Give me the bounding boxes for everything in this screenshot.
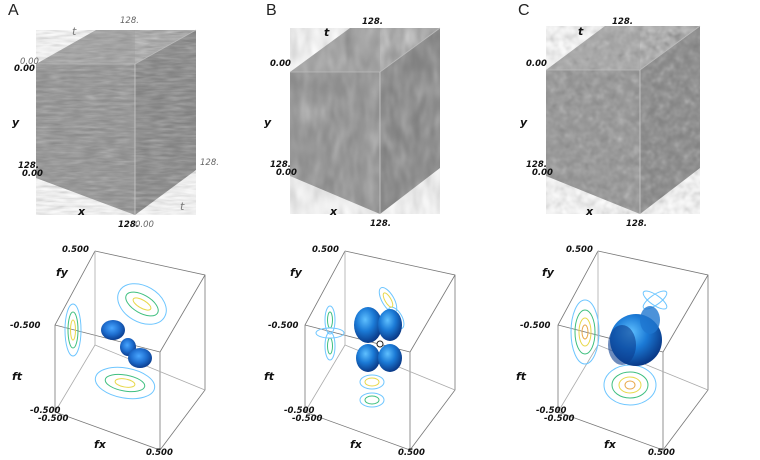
spectrum-a-ft-label: ft xyxy=(12,370,23,383)
spectrum-a-contours xyxy=(65,275,174,403)
spectrum-a: fy 0.500 -0.500 ft -0.500 -0.500 fx 0.50… xyxy=(10,245,205,458)
spectrum-c-fy-label: fy xyxy=(542,266,555,279)
spectrum-a-blob xyxy=(101,320,152,368)
cube-a: t 0.00 0.00 y 128. 0.00 x 128. 0.00 t 12… xyxy=(12,16,219,230)
cube-a-front-texture xyxy=(36,64,135,215)
cube-a-t-label: t xyxy=(72,25,77,38)
spectrum-c-fx-label: fx xyxy=(604,438,617,451)
spectrum-b-fx-end: 0.500 xyxy=(398,448,425,458)
spectrum-b-fy-top: 0.500 xyxy=(312,245,339,255)
spectrum-c-blob xyxy=(608,306,662,366)
spectrum-b-blob xyxy=(354,307,402,372)
cube-c-x-end: 128. xyxy=(626,219,647,229)
cube-c-origin: 0.00 xyxy=(526,59,547,69)
cube-a-y-label: y xyxy=(12,116,20,129)
spectrum-b: fy 0.500 -0.500 ft -0.500 -0.500 fx 0.50… xyxy=(264,245,455,458)
cube-c-t-end-top: 128. xyxy=(612,17,633,27)
cube-b-origin: 0.00 xyxy=(270,59,291,69)
spectrum-c-fx-end: 0.500 xyxy=(648,448,675,458)
cube-a-t-end: 128. xyxy=(200,158,219,168)
cube-c-y-end2: 0.00 xyxy=(532,168,553,178)
spectrum-a-fy-label: fy xyxy=(56,266,69,279)
cube-a-t-label-rear: t xyxy=(180,200,185,213)
spectrum-a-fy-mid: -0.500 xyxy=(10,321,40,331)
cube-c-t-label: t xyxy=(578,25,584,38)
spectrum-a-fy-top: 0.500 xyxy=(62,245,89,255)
cube-a-x-end2: 0.00 xyxy=(135,220,154,230)
cube-b: t 128. 0.00 y 128. 0.00 x 128. xyxy=(264,17,440,229)
cube-a-x-label: x xyxy=(77,205,86,218)
cube-b-t-end-top: 128. xyxy=(362,17,383,27)
spectrum-b-ft-label: ft xyxy=(264,370,275,383)
cube-c-x-label: x xyxy=(585,205,594,218)
spectrum-a-fx-label: fx xyxy=(94,438,107,451)
cube-a-t-end-top: 128. xyxy=(120,16,139,26)
cube-a-y-end2: 0.00 xyxy=(22,169,43,179)
spectrum-a-ft-bottom2: -0.500 xyxy=(38,414,68,424)
spectrum-b-fy-mid: -0.500 xyxy=(268,321,298,331)
spectrum-c: fy 0.500 -0.500 ft -0.500 -0.500 fx 0.50… xyxy=(516,245,708,458)
cube-b-y-end2: 0.00 xyxy=(276,168,297,178)
spectrum-b-ft-bottom2: -0.500 xyxy=(292,414,322,424)
cube-c-front-texture xyxy=(546,70,640,214)
cube-b-x-end: 128. xyxy=(370,219,391,229)
spectrum-c-fy-mid: -0.500 xyxy=(520,321,550,331)
cube-a-origin: 0.00 xyxy=(14,64,35,74)
spectrum-c-ft-bottom2: -0.500 xyxy=(544,414,574,424)
cube-c-y-label: y xyxy=(520,116,528,129)
spectrum-c-fy-top: 0.500 xyxy=(566,245,593,255)
cube-b-t-label: t xyxy=(324,26,330,39)
spectrum-b-fx-label: fx xyxy=(350,438,363,451)
spectrum-c-ft-label: ft xyxy=(516,370,527,383)
cube-c: t 128. 0.00 y 128. 0.00 x 128. xyxy=(520,17,700,229)
cube-b-front-texture xyxy=(290,72,380,214)
cube-b-y-label: y xyxy=(264,116,272,129)
spectrum-b-fy-label: fy xyxy=(290,266,303,279)
cube-b-x-label: x xyxy=(329,205,338,218)
spectrum-a-fx-end: 0.500 xyxy=(146,448,173,458)
